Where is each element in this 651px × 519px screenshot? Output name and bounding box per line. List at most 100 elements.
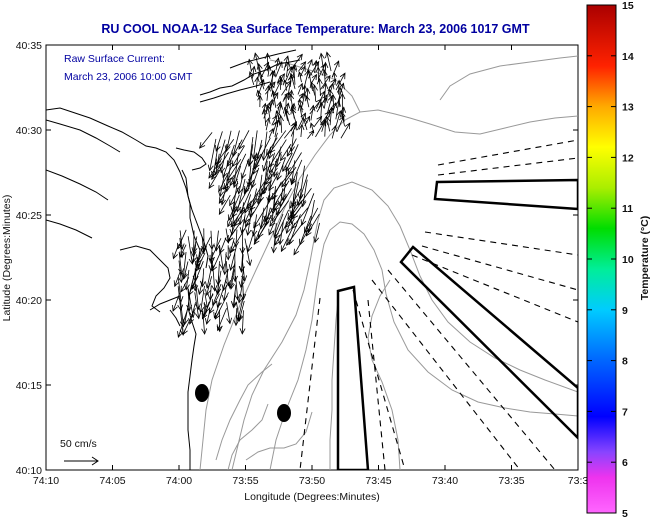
current-vector-head: [211, 299, 218, 306]
current-vector-head: [173, 280, 180, 288]
current-vector-head: [270, 90, 277, 97]
current-vector-head: [257, 94, 263, 101]
current-vector: [229, 238, 235, 254]
current-vector-head: [296, 53, 303, 61]
current-vector-head: [211, 285, 218, 292]
current-vector: [273, 158, 278, 177]
current-vector-head: [309, 81, 316, 89]
current-vector-head: [213, 311, 219, 319]
current-vector-head: [298, 123, 305, 131]
current-vector: [276, 110, 282, 125]
current-vector-head: [318, 101, 325, 109]
current-vector: [231, 186, 250, 218]
current-vector: [307, 130, 314, 140]
current-vector-head: [282, 79, 288, 86]
current-vector: [192, 244, 197, 263]
colorbar-tick-label: 7: [622, 406, 628, 418]
current-vector: [320, 75, 331, 90]
current-vector-head: [259, 78, 265, 86]
colorbar-tick-label: 5: [622, 508, 628, 519]
current-vector: [230, 222, 249, 253]
current-vector-head: [291, 123, 297, 131]
current-vector-head: [189, 311, 196, 319]
current-vector-head: [227, 282, 234, 289]
current-vector: [286, 138, 297, 157]
current-vector: [239, 202, 245, 225]
current-vector-head: [327, 88, 334, 95]
current-vector-head: [275, 208, 282, 216]
annotation-line-2: March 23, 2006 10:00 GMT: [64, 71, 193, 83]
current-vector-head: [235, 315, 242, 322]
current-vector: [208, 164, 224, 189]
current-vector: [231, 201, 236, 235]
current-vector-head: [311, 84, 318, 91]
current-vector-head: [261, 154, 268, 162]
current-vector-head: [224, 279, 231, 287]
current-vector-head: [302, 84, 308, 91]
current-vector-head: [311, 73, 318, 81]
current-vector-head: [339, 110, 346, 118]
current-vector: [281, 166, 297, 188]
colorbar-tick-label: 8: [622, 356, 628, 368]
x-tick-label: 73:45: [365, 475, 391, 487]
current-vector: [272, 194, 276, 214]
current-vector-head: [208, 182, 215, 190]
current-vector-head: [271, 246, 277, 254]
current-vector-head: [213, 168, 220, 176]
current-vector: [193, 236, 198, 254]
current-vector-head: [194, 303, 201, 311]
map-layers: [46, 49, 578, 470]
current-vector-head: [304, 87, 311, 94]
current-vector-head: [172, 304, 178, 312]
scale-arrow: [64, 456, 99, 466]
current-vector-head: [240, 293, 247, 301]
current-vector-head: [205, 289, 211, 296]
current-vector-head: [254, 235, 260, 243]
current-vector-head: [284, 61, 291, 68]
current-vector: [254, 53, 260, 72]
current-vector-head: [261, 107, 268, 115]
current-vector: [273, 223, 277, 253]
current-vector: [321, 120, 326, 132]
current-vector: [297, 93, 304, 103]
current-vector: [272, 90, 277, 108]
current-vector-head: [321, 69, 328, 76]
current-vector-head: [249, 204, 256, 211]
current-vector-head: [216, 301, 222, 309]
current-vector: [198, 277, 204, 295]
current-vector-head: [288, 238, 294, 246]
current-vector: [269, 152, 275, 173]
current-vector: [300, 124, 303, 138]
current-vector-head: [224, 237, 231, 244]
current-vector-head: [267, 166, 274, 174]
current-vector: [235, 276, 239, 300]
current-vector: [233, 153, 239, 185]
current-vector: [335, 110, 341, 127]
current-vector-head: [291, 63, 298, 71]
current-vector-head: [199, 142, 206, 149]
current-vector: [283, 55, 289, 71]
current-vector: [217, 308, 227, 331]
current-vector: [265, 118, 270, 131]
current-vector-head: [233, 241, 240, 248]
current-vector-head: [218, 197, 225, 205]
current-vector-head: [279, 73, 285, 80]
current-vector-head: [268, 184, 275, 192]
current-vector: [226, 139, 243, 167]
current-vector-head: [229, 199, 235, 207]
current-vector: [268, 209, 280, 235]
current-vector: [244, 238, 251, 266]
current-vector: [184, 302, 190, 325]
current-vector-head: [253, 221, 259, 229]
current-vector-head: [331, 125, 338, 132]
current-vector: [273, 78, 283, 96]
current-vector-head: [325, 51, 331, 59]
current-vector-head: [282, 106, 289, 114]
current-vector: [285, 209, 300, 228]
current-vector: [326, 116, 331, 132]
current-vector: [290, 124, 297, 137]
current-vector-head: [226, 317, 233, 325]
current-vector-head: [201, 312, 208, 320]
current-vector-head: [283, 55, 290, 63]
current-vector: [267, 65, 270, 77]
